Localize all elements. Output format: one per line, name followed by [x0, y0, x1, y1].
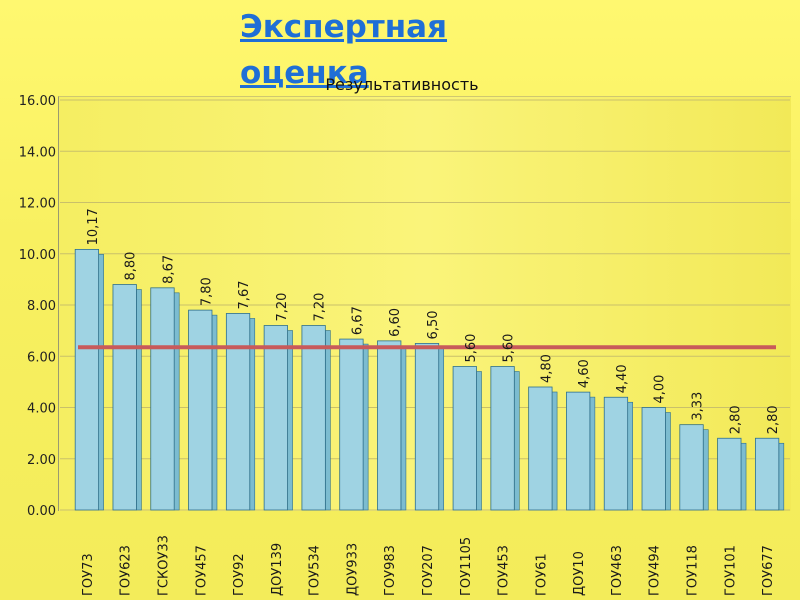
value-label: 4,60	[577, 359, 592, 388]
bar	[603, 396, 629, 511]
bar	[528, 386, 553, 511]
value-label: 5,60	[502, 334, 517, 363]
bar-side	[740, 442, 747, 511]
value-label: 8,67	[161, 255, 176, 284]
x-tick-label: ГОУ463	[610, 545, 625, 596]
bar-side	[362, 343, 369, 511]
bar	[452, 366, 477, 511]
y-tick-label: 2.00	[27, 453, 56, 468]
bar-side	[665, 412, 671, 511]
value-label: 6,60	[388, 308, 403, 337]
y-tick-label: 10.00	[19, 248, 56, 263]
value-label: 7,80	[199, 277, 214, 306]
bar-side	[476, 371, 482, 511]
x-tick-label: ГОУ494	[648, 545, 663, 596]
x-tick-label: ГОУ101	[723, 545, 738, 596]
bar	[188, 309, 213, 511]
y-tick-label: 8.00	[27, 299, 56, 314]
value-label: 3,33	[691, 392, 706, 421]
bar	[74, 248, 100, 511]
value-label: 2,80	[766, 405, 781, 434]
x-tick-label: ГОУ534	[308, 545, 323, 596]
bar	[717, 437, 742, 511]
bar-side	[513, 371, 520, 511]
slide-heading[interactable]: Экспертная оценка	[240, 9, 448, 91]
y-tick-label: 6.00	[27, 350, 56, 365]
value-label: 6,50	[426, 310, 441, 339]
bar-side	[627, 401, 633, 511]
bar-side	[778, 442, 785, 511]
x-tick-label: ГОУ92	[232, 553, 247, 596]
x-tick-label: ДОУ10	[572, 551, 587, 596]
x-tick-label: ГОУ1105	[459, 537, 474, 596]
bar-side	[98, 254, 104, 511]
chart-title: Результативность	[325, 75, 478, 94]
x-tick-label: ГОУ453	[497, 545, 512, 596]
x-tick-label: ГОУ677	[761, 545, 776, 596]
bar	[339, 338, 364, 511]
bar-side	[438, 348, 445, 511]
value-label: 4,40	[615, 364, 630, 393]
value-label: 7,67	[237, 281, 252, 310]
bar	[679, 424, 704, 511]
bar-side	[287, 330, 293, 511]
x-tick-label: ГОУ623	[119, 545, 134, 596]
bar	[112, 284, 137, 511]
bar	[150, 287, 175, 511]
x-tick-label: ГОУ983	[383, 545, 398, 596]
x-tick-label: ГОУ457	[194, 545, 209, 596]
x-tick-label: ГОУ118	[686, 545, 701, 596]
x-axis-labels: ГОУ73 ГОУ623 ГСКОУ33 ГОУ457 ГОУ92 ДОУ139 ГОУ53…	[81, 535, 776, 596]
value-label: 8,80	[124, 252, 139, 281]
bar-side	[400, 345, 407, 511]
bar-side	[136, 289, 142, 511]
value-label: 7,20	[313, 293, 328, 322]
value-label: 4,80	[539, 354, 554, 383]
value-label: 2,80	[728, 405, 743, 434]
x-tick-label: ДОУ139	[270, 543, 285, 596]
bar	[263, 325, 288, 511]
bar-side	[589, 396, 596, 511]
value-label: 4,00	[653, 375, 668, 404]
x-tick-label: ГОУ61	[534, 553, 549, 596]
bar	[377, 340, 402, 511]
y-tick-label: 12.00	[19, 197, 56, 212]
value-label: 6,67	[350, 306, 365, 335]
x-tick-label: ГОУ207	[421, 545, 436, 596]
y-tick-label: 4.00	[27, 402, 56, 417]
bar	[490, 366, 515, 511]
y-tick-label: 0.00	[27, 504, 56, 519]
bars	[74, 248, 785, 511]
value-label: 7,20	[275, 293, 290, 322]
bar-side	[211, 314, 218, 511]
bar	[414, 343, 440, 511]
bar-side	[702, 429, 709, 511]
x-tick-label: ДОУ933	[345, 543, 360, 596]
y-tick-label: 16.00	[19, 94, 56, 109]
value-labels: 10,17 8,80 8,67 7,80 7,67 7,20 7,20 6,67 6,60 6,5…	[86, 208, 781, 434]
bar	[301, 325, 326, 511]
x-tick-label: ГОУ73	[81, 553, 96, 596]
bar	[641, 407, 666, 511]
y-tick-label: 14.00	[19, 145, 56, 160]
x-tick-label: ГСКОУ33	[156, 535, 171, 596]
bar-side	[325, 330, 331, 511]
bar	[566, 391, 591, 511]
bar-side	[173, 292, 180, 511]
value-label: 10,17	[86, 208, 101, 245]
y-axis: 0.00 2.00 4.00 6.00 8.00 10.00 12.00 14.00 16.00	[19, 94, 56, 519]
bar-side	[551, 391, 558, 511]
bar	[754, 437, 780, 511]
bar	[225, 313, 251, 511]
value-label: 5,60	[464, 334, 479, 363]
